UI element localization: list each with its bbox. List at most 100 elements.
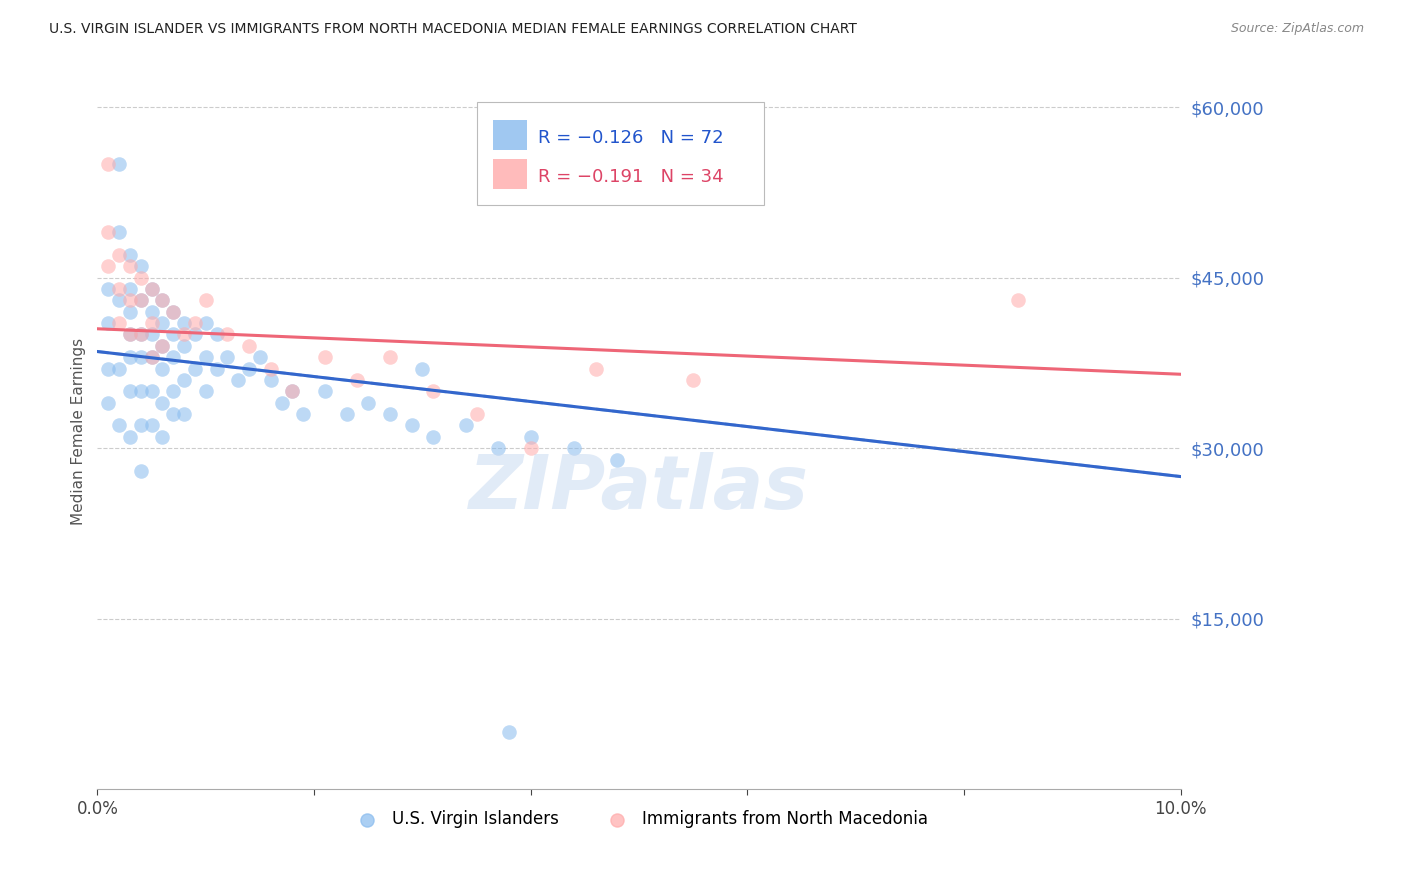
Point	[129, 418, 152, 433]
Point	[184, 316, 207, 330]
Point	[314, 384, 336, 399]
Bar	[492, 120, 527, 150]
Point	[270, 395, 292, 409]
Point	[498, 725, 520, 739]
Text: U.S. VIRGIN ISLANDER VS IMMIGRANTS FROM NORTH MACEDONIA MEDIAN FEMALE EARNINGS C: U.S. VIRGIN ISLANDER VS IMMIGRANTS FROM …	[49, 22, 858, 37]
Point	[238, 361, 260, 376]
Point	[97, 225, 120, 239]
Point	[226, 373, 249, 387]
Point	[97, 157, 120, 171]
Point	[194, 384, 217, 399]
Point	[486, 441, 509, 455]
Point	[1007, 293, 1029, 308]
Point	[129, 384, 152, 399]
Point	[141, 384, 163, 399]
Point	[378, 407, 401, 421]
FancyBboxPatch shape	[477, 102, 763, 205]
Point	[118, 327, 141, 342]
Point	[108, 293, 131, 308]
Point	[97, 316, 120, 330]
Point	[281, 384, 304, 399]
Point	[129, 293, 152, 308]
Point	[129, 327, 152, 342]
Point	[108, 418, 131, 433]
Point	[108, 316, 131, 330]
Point	[108, 282, 131, 296]
Text: R = −0.191   N = 34: R = −0.191 N = 34	[538, 169, 724, 186]
Point	[150, 293, 173, 308]
Point	[141, 316, 163, 330]
Point	[141, 282, 163, 296]
Point	[118, 327, 141, 342]
Text: ZIPatlas: ZIPatlas	[470, 452, 808, 524]
Point	[118, 384, 141, 399]
Point	[173, 373, 195, 387]
Point	[184, 361, 207, 376]
Point	[97, 259, 120, 273]
Point	[141, 350, 163, 364]
Point	[173, 316, 195, 330]
Point	[129, 259, 152, 273]
Point	[141, 304, 163, 318]
Point	[97, 395, 120, 409]
Point	[108, 248, 131, 262]
Point	[108, 225, 131, 239]
Point	[217, 327, 239, 342]
Point	[585, 361, 607, 376]
Point	[129, 327, 152, 342]
Point	[162, 384, 184, 399]
Point	[108, 157, 131, 171]
Point	[260, 361, 283, 376]
Point	[281, 384, 304, 399]
Point	[682, 373, 704, 387]
Point	[606, 452, 628, 467]
Point	[378, 350, 401, 364]
Point	[118, 350, 141, 364]
Point	[97, 361, 120, 376]
Point	[150, 430, 173, 444]
Point	[141, 418, 163, 433]
Point	[184, 327, 207, 342]
Point	[108, 361, 131, 376]
Point	[292, 407, 315, 421]
Point	[118, 304, 141, 318]
Point	[194, 293, 217, 308]
Text: Source: ZipAtlas.com: Source: ZipAtlas.com	[1230, 22, 1364, 36]
Point	[129, 350, 152, 364]
Point	[194, 316, 217, 330]
Point	[97, 282, 120, 296]
Point	[150, 395, 173, 409]
Point	[150, 361, 173, 376]
Point	[118, 282, 141, 296]
Point	[249, 350, 271, 364]
Point	[346, 373, 368, 387]
Point	[238, 339, 260, 353]
Point	[411, 361, 433, 376]
Point	[141, 282, 163, 296]
Point	[150, 293, 173, 308]
Point	[162, 304, 184, 318]
Point	[141, 350, 163, 364]
Point	[162, 327, 184, 342]
Point	[150, 339, 173, 353]
Point	[118, 293, 141, 308]
Point	[357, 395, 380, 409]
Point	[465, 407, 488, 421]
Point	[162, 350, 184, 364]
Point	[205, 327, 228, 342]
Point	[129, 270, 152, 285]
Point	[422, 430, 444, 444]
Point	[314, 350, 336, 364]
Point	[173, 327, 195, 342]
Point	[173, 339, 195, 353]
Text: R = −0.126   N = 72: R = −0.126 N = 72	[538, 128, 724, 147]
Point	[150, 339, 173, 353]
Point	[141, 327, 163, 342]
Legend: U.S. Virgin Islanders, Immigrants from North Macedonia: U.S. Virgin Islanders, Immigrants from N…	[343, 804, 935, 835]
Point	[519, 441, 541, 455]
Bar	[492, 159, 527, 189]
Point	[519, 430, 541, 444]
Point	[217, 350, 239, 364]
Point	[129, 293, 152, 308]
Point	[205, 361, 228, 376]
